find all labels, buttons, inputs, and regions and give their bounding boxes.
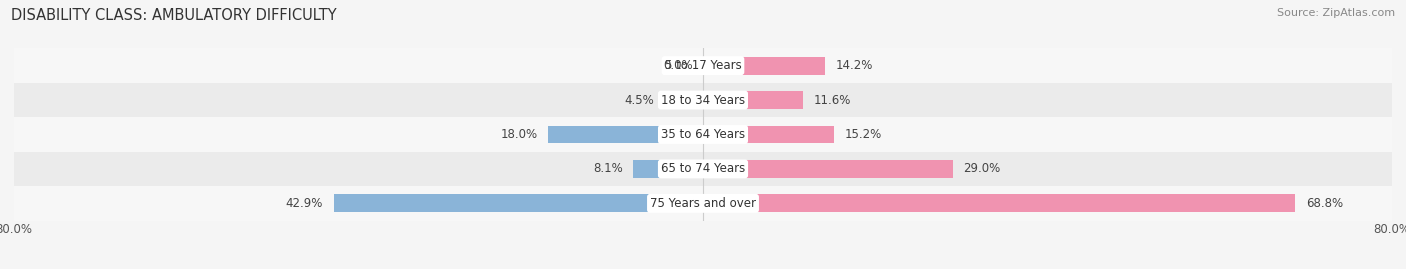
Bar	[703, 91, 803, 109]
Bar	[664, 91, 703, 109]
Bar	[548, 126, 703, 143]
Bar	[333, 194, 703, 212]
Text: 42.9%: 42.9%	[285, 197, 323, 210]
Bar	[703, 57, 825, 75]
Text: 29.0%: 29.0%	[963, 162, 1000, 175]
Bar	[633, 160, 703, 178]
Bar	[14, 152, 1392, 186]
Text: DISABILITY CLASS: AMBULATORY DIFFICULTY: DISABILITY CLASS: AMBULATORY DIFFICULTY	[11, 8, 337, 23]
Text: 0.0%: 0.0%	[664, 59, 693, 72]
Text: 35 to 64 Years: 35 to 64 Years	[661, 128, 745, 141]
Text: 75 Years and over: 75 Years and over	[650, 197, 756, 210]
Bar	[703, 160, 953, 178]
Text: 11.6%: 11.6%	[813, 94, 851, 107]
Text: 18.0%: 18.0%	[501, 128, 537, 141]
Text: 5 to 17 Years: 5 to 17 Years	[665, 59, 741, 72]
Text: 68.8%: 68.8%	[1306, 197, 1343, 210]
Text: Source: ZipAtlas.com: Source: ZipAtlas.com	[1277, 8, 1395, 18]
Text: 18 to 34 Years: 18 to 34 Years	[661, 94, 745, 107]
Text: 15.2%: 15.2%	[844, 128, 882, 141]
Bar	[14, 83, 1392, 117]
Bar	[703, 126, 834, 143]
Text: 14.2%: 14.2%	[835, 59, 873, 72]
Bar	[703, 194, 1295, 212]
Text: 8.1%: 8.1%	[593, 162, 623, 175]
Bar	[14, 186, 1392, 221]
Text: 4.5%: 4.5%	[624, 94, 654, 107]
Text: 65 to 74 Years: 65 to 74 Years	[661, 162, 745, 175]
Bar	[14, 48, 1392, 83]
Bar	[14, 117, 1392, 152]
